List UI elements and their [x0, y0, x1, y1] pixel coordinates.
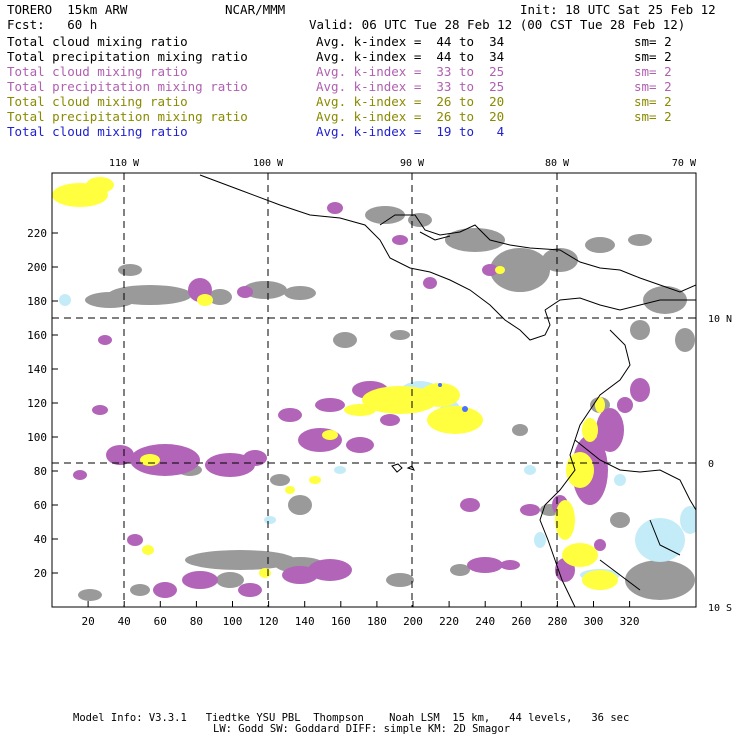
legend-row: Total precipitation mixing ratio Avg. k-i… [7, 50, 732, 64]
longitude-label: 80 W [545, 158, 570, 169]
x-tick-label: 80 [190, 615, 203, 628]
y-tick-label: 140 [27, 363, 47, 376]
x-tick-label: 300 [584, 615, 604, 628]
x-tick-label: 20 [81, 615, 94, 628]
x-tick-label: 280 [547, 615, 567, 628]
x-tick-label: 200 [403, 615, 423, 628]
map-frame [51, 172, 697, 608]
init-time: Init: 18 UTC Sat 25 Feb 12 [520, 2, 716, 17]
legend-row: Total precipitation mixing ratio Avg. k-i… [7, 110, 732, 124]
x-tick-label: 100 [223, 615, 243, 628]
coastline [199, 174, 696, 607]
latitude-label: 10 N [708, 314, 732, 325]
longitude-labels: 110 W 100 W 90 W 80 W 70 W [109, 158, 697, 169]
longitude-label: 70 W [672, 158, 697, 169]
legend-field-name: Total cloud mixing ratio [7, 124, 188, 139]
longitude-label: 100 W [253, 158, 284, 169]
field-shading [52, 177, 696, 601]
legend-smoothing: sm= 2 [634, 64, 672, 79]
longitude-label: 110 W [109, 158, 140, 169]
x-tick-label: 120 [259, 615, 279, 628]
x-tick-label: 140 [295, 615, 315, 628]
legend-field-name: Total precipitation mixing ratio [7, 79, 248, 94]
legend-field-name: Total cloud mixing ratio [7, 64, 188, 79]
legend-kindex: Avg. k-index = 44 to 34 [316, 34, 505, 49]
model-info-line: Model Info: V3.3.1 Tiedtke YSU PBL Thomp… [73, 712, 630, 724]
legend-row: Total cloud mixing ratio Avg. k-index = 1… [7, 125, 732, 139]
legend-kindex: Avg. k-index = 33 to 25 [316, 64, 505, 79]
legend-row: Total cloud mixing ratio Avg. k-index = 4… [7, 35, 732, 49]
legend-row: Total precipitation mixing ratio Avg. k-i… [7, 80, 732, 94]
latitude-label: 10 S [708, 603, 732, 614]
legend-kindex: Avg. k-index = 26 to 20 [316, 94, 505, 109]
legend-row: Total cloud mixing ratio Avg. k-index = 2… [7, 95, 732, 109]
organization-label: NCAR/MMM [225, 2, 286, 17]
x-axis-ticks: 20 40 60 80 100 120 140 160 180 200 220 240 260 280 30… [81, 601, 640, 628]
legend-row: Total cloud mixing ratio Avg. k-index = 3… [7, 65, 732, 79]
model-title: TORERO 15km ARW [7, 2, 128, 17]
legend-smoothing: sm= 2 [634, 34, 672, 49]
x-tick-label: 180 [367, 615, 387, 628]
legend-smoothing: sm= 2 [634, 79, 672, 94]
legend-field-name: Total precipitation mixing ratio [7, 49, 248, 64]
x-tick-label: 40 [118, 615, 131, 628]
x-tick-label: 220 [439, 615, 459, 628]
legend-kindex: Avg. k-index = 44 to 34 [316, 49, 505, 64]
y-tick-label: 220 [27, 227, 47, 240]
latitude-label: 0 [708, 459, 714, 470]
legend-field-name: Total cloud mixing ratio [7, 34, 188, 49]
y-tick-label: 20 [34, 567, 47, 580]
y-tick-label: 80 [34, 465, 47, 478]
legend-kindex: Avg. k-index = 19 to 4 [316, 124, 505, 139]
longitude-label: 90 W [400, 158, 425, 169]
x-tick-label: 320 [620, 615, 640, 628]
y-tick-label: 160 [27, 329, 47, 342]
latitude-labels: 10 N 0 10 S [690, 314, 732, 614]
legend-kindex: Avg. k-index = 33 to 25 [316, 79, 505, 94]
y-tick-label: 120 [27, 397, 47, 410]
y-tick-label: 60 [34, 499, 47, 512]
x-tick-label: 60 [154, 615, 167, 628]
lat-lon-grid [52, 173, 696, 607]
forecast-hour: Fcst: 60 h [7, 17, 98, 32]
legend-smoothing: sm= 2 [634, 94, 672, 109]
x-tick-label: 240 [475, 615, 495, 628]
legend-smoothing: sm= 2 [634, 49, 672, 64]
physics-info-line: LW: Godd SW: Goddard DIFF: simple KM: 2D… [213, 723, 511, 735]
y-tick-label: 180 [27, 295, 47, 308]
y-tick-label: 40 [34, 533, 47, 546]
legend-kindex: Avg. k-index = 26 to 20 [316, 109, 505, 124]
x-tick-label: 160 [331, 615, 351, 628]
x-tick-label: 260 [511, 615, 531, 628]
y-tick-label: 200 [27, 261, 47, 274]
legend-field-name: Total precipitation mixing ratio [7, 109, 248, 124]
valid-time: Valid: 06 UTC Tue 28 Feb 12 (00 CST Tue … [309, 17, 686, 32]
legend-field-name: Total cloud mixing ratio [7, 94, 188, 109]
y-axis-ticks: 20 40 60 80 100 120 140 160 180 200 220 [27, 227, 58, 580]
legend-smoothing: sm= 2 [634, 109, 672, 124]
y-tick-label: 100 [27, 431, 47, 444]
